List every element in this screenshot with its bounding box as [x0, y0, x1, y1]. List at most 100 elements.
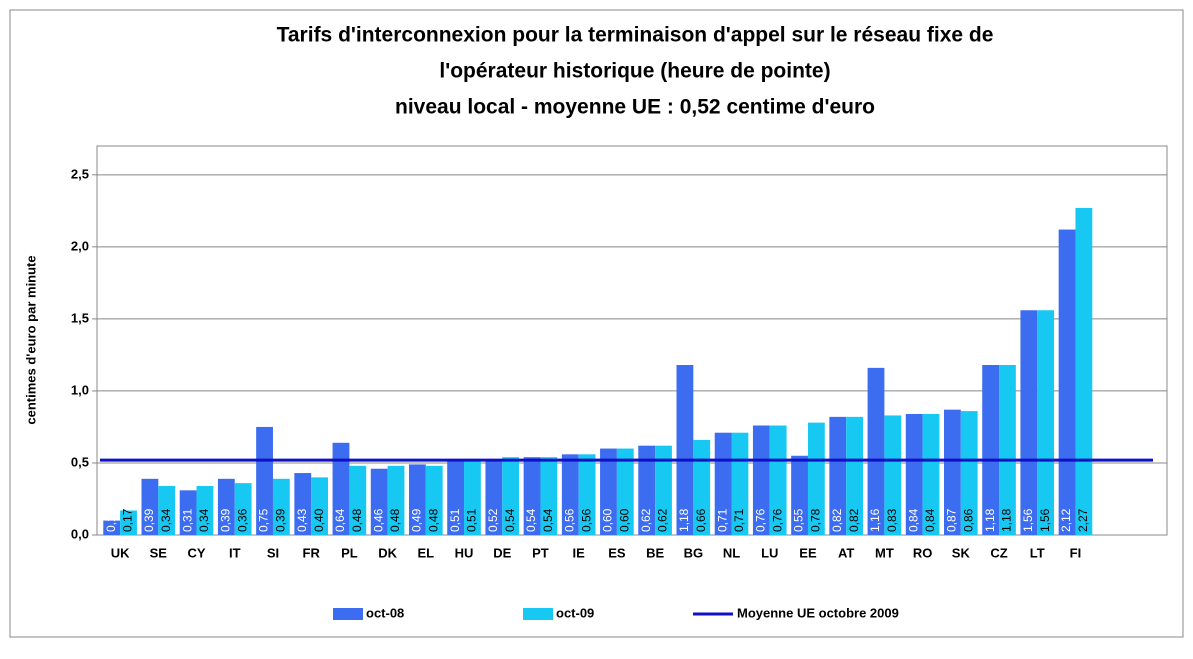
data-label: 1,18 [983, 508, 997, 532]
data-label: 0,54 [524, 508, 538, 532]
y-tick-label: 1,5 [71, 310, 89, 325]
bar [409, 464, 426, 535]
bar [791, 455, 808, 535]
x-tick-label: FI [1070, 545, 1082, 560]
y-tick-label: 0,5 [71, 454, 89, 469]
y-tick-label: 1,0 [71, 382, 89, 397]
x-tick-label: PL [341, 545, 358, 560]
bar [447, 461, 465, 535]
bar [1037, 310, 1055, 535]
bar [960, 411, 978, 535]
data-label: 1,18 [1000, 508, 1014, 532]
x-tick-label: ES [608, 545, 626, 560]
data-label: 0,48 [426, 508, 440, 532]
bar [425, 465, 443, 535]
legend-label: Moyenne UE octobre 2009 [737, 605, 899, 620]
bar [349, 465, 367, 535]
legend-label: oct-08 [366, 605, 404, 620]
data-label: 0,82 [847, 508, 861, 532]
data-label: 0,39 [219, 508, 233, 532]
data-label: 0,76 [770, 508, 784, 532]
bar [905, 413, 923, 535]
bar [693, 439, 711, 535]
bar [103, 520, 121, 535]
x-tick-label: RO [913, 545, 933, 560]
bar [256, 426, 273, 535]
bar [158, 486, 176, 535]
data-label: 0,56 [562, 508, 576, 532]
x-tick-label: SI [267, 545, 279, 560]
data-label: 0,78 [809, 508, 823, 532]
bar [196, 486, 214, 535]
x-tick-label: CY [188, 545, 206, 560]
bar [578, 454, 596, 535]
x-tick-label: BG [684, 545, 704, 560]
chart-title: niveau local - moyenne UE : 0,52 centime… [395, 96, 875, 119]
data-label: 0,71 [732, 508, 746, 532]
data-label: 0,62 [639, 508, 653, 532]
data-label: 2,27 [1076, 508, 1090, 532]
bar [502, 457, 520, 535]
data-label: 1,16 [868, 508, 882, 532]
bar [676, 364, 694, 535]
data-label: 1,56 [1038, 508, 1052, 532]
bar [752, 425, 770, 535]
x-tick-label: FR [303, 545, 321, 560]
y-axis-label: centimes d'euro par minute [23, 255, 38, 424]
x-tick-label: DE [493, 545, 511, 560]
data-label: 0,40 [312, 508, 326, 532]
bar [600, 448, 617, 535]
x-tick-label: MT [875, 545, 894, 560]
data-label: 0,66 [694, 508, 708, 532]
x-tick-label: HU [455, 545, 474, 560]
bar [294, 473, 312, 535]
data-label: 2,12 [1059, 508, 1073, 532]
data-label: 0,48 [350, 508, 364, 532]
data-label: 0,56 [579, 508, 593, 532]
bar [807, 422, 825, 535]
bar [884, 415, 902, 535]
data-label: 0,51 [448, 508, 462, 532]
bar [769, 425, 787, 535]
x-tick-label: LU [761, 545, 778, 560]
legend-label: oct-09 [556, 605, 594, 620]
data-label: 0,54 [541, 508, 555, 532]
x-tick-label: EL [418, 545, 435, 560]
bar [217, 478, 235, 535]
data-label: 0,64 [333, 508, 347, 532]
x-tick-label: DK [378, 545, 397, 560]
bar [1075, 207, 1093, 536]
x-tick-label: LT [1030, 545, 1045, 560]
y-tick-label: 2,5 [71, 166, 89, 181]
bar [714, 432, 732, 535]
x-tick-label: BE [646, 545, 664, 560]
bar [616, 448, 634, 535]
data-label: 0,39 [142, 508, 156, 532]
bar [829, 416, 847, 535]
bar [485, 460, 503, 535]
data-label: 0,1 [104, 515, 118, 532]
data-label: 0,46 [371, 508, 385, 532]
chart-title: Tarifs d'interconnexion pour la terminai… [277, 24, 994, 47]
legend-swatch [523, 608, 553, 620]
data-label: 0,82 [830, 508, 844, 532]
data-label: 0,84 [923, 508, 937, 532]
bar [332, 442, 350, 535]
x-tick-label: IT [229, 545, 241, 560]
data-label: 0,84 [906, 508, 920, 532]
data-label: 0,52 [486, 508, 500, 532]
bar [464, 461, 481, 535]
x-tick-label: IE [573, 545, 586, 560]
data-label: 0,54 [503, 508, 517, 532]
legend-swatch [333, 608, 363, 620]
y-tick-label: 0,0 [71, 526, 89, 541]
data-label: 0,87 [945, 508, 959, 532]
data-label: 0,39 [274, 508, 288, 532]
x-tick-label: NL [723, 545, 740, 560]
data-label: 1,56 [1021, 508, 1035, 532]
bar [141, 478, 159, 535]
data-label: 0,31 [180, 508, 194, 532]
bar [999, 364, 1016, 535]
x-tick-label: SK [952, 545, 971, 560]
x-tick-label: AT [838, 545, 854, 560]
